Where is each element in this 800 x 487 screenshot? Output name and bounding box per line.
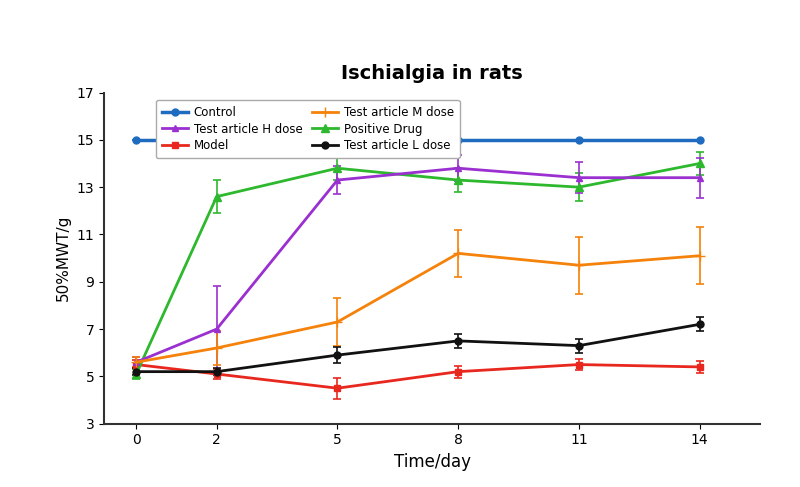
Y-axis label: 50%MWT/g: 50%MWT/g [56,215,71,301]
X-axis label: Time/day: Time/day [394,453,470,471]
Legend: Control, Test article H dose, Model, Test article M dose, Positive Drug, Test ar: Control, Test article H dose, Model, Tes… [156,100,460,158]
Title: Ischialgia in rats: Ischialgia in rats [341,64,523,83]
Text: Medicilon Case: Sciatic nerve injury (SNI) model: Medicilon Case: Sciatic nerve injury (SN… [18,26,394,40]
